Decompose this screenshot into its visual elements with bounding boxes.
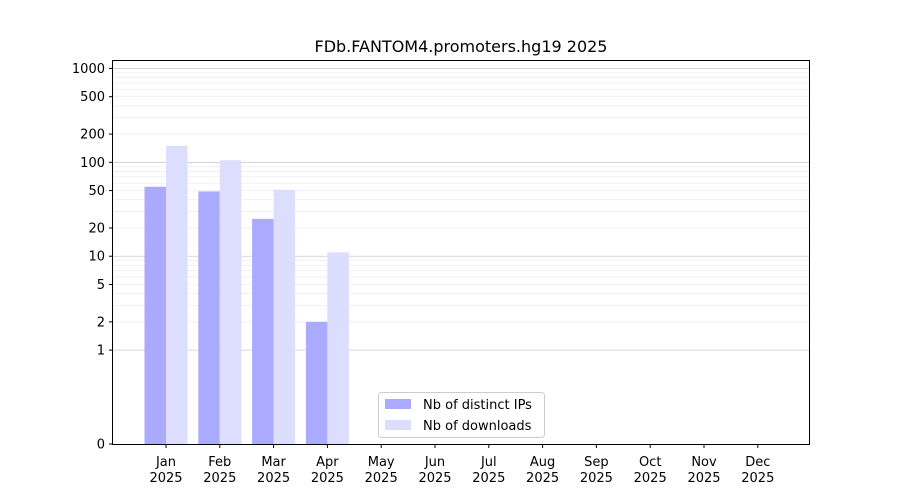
y-tick-label: 2 <box>97 315 105 330</box>
y-tick-label: 1 <box>97 344 105 359</box>
x-tick-label: May 2025 <box>365 455 398 486</box>
x-tick-label: Jan 2025 <box>149 455 182 486</box>
bar-distinct-ips <box>198 191 220 444</box>
y-tick-label: 10 <box>88 250 105 265</box>
axis-layer: 0 1 2 5 10 20 50 100 200 500 1000 Jan 2025 Feb 2025 Mar… <box>72 62 774 486</box>
y-tick-label: 100 <box>80 156 105 171</box>
bar-downloads <box>273 189 296 444</box>
bar-distinct-ips <box>144 186 166 444</box>
x-tick-label: Jun 2025 <box>418 455 451 486</box>
x-tick-label: Apr 2025 <box>311 455 344 486</box>
y-tick-label: 5 <box>97 278 105 293</box>
y-tick-label: 200 <box>80 128 105 143</box>
bar-downloads <box>327 252 349 444</box>
y-tick-label: 1000 <box>72 62 105 77</box>
bar-downloads <box>166 145 188 445</box>
x-tick-label: Nov 2025 <box>687 455 720 486</box>
x-tick-label: Aug 2025 <box>526 455 559 486</box>
x-tick-label: Dec 2025 <box>741 455 774 486</box>
bar-distinct-ips <box>305 321 328 444</box>
x-tick-label: Mar 2025 <box>257 455 290 486</box>
y-tick-label: 20 <box>88 221 105 236</box>
x-tick-label: Sep 2025 <box>580 455 613 486</box>
y-tick-label: 500 <box>80 90 105 105</box>
legend: Nb of distinct IPs Nb of downloads <box>378 392 545 438</box>
legend-label-distinct-ips: Nb of distinct IPs <box>423 398 532 413</box>
bar-layer <box>144 145 349 445</box>
chart-title: FDb.FANTOM4.promoters.hg19 2025 <box>315 37 608 56</box>
legend-box <box>378 392 545 438</box>
x-tick-label: Jul 2025 <box>472 455 505 486</box>
legend-swatch-distinct-ips <box>385 399 411 409</box>
y-tick-label: 50 <box>88 184 105 199</box>
x-tick-label: Feb 2025 <box>203 455 236 486</box>
y-tick-label: 0 <box>97 438 105 453</box>
legend-label-downloads: Nb of downloads <box>423 419 532 434</box>
plot-area-frame <box>112 60 810 445</box>
bar-downloads <box>219 160 242 444</box>
x-tick-label: Oct 2025 <box>634 455 667 486</box>
legend-swatch-downloads <box>385 420 411 430</box>
bar-distinct-ips <box>252 218 274 444</box>
